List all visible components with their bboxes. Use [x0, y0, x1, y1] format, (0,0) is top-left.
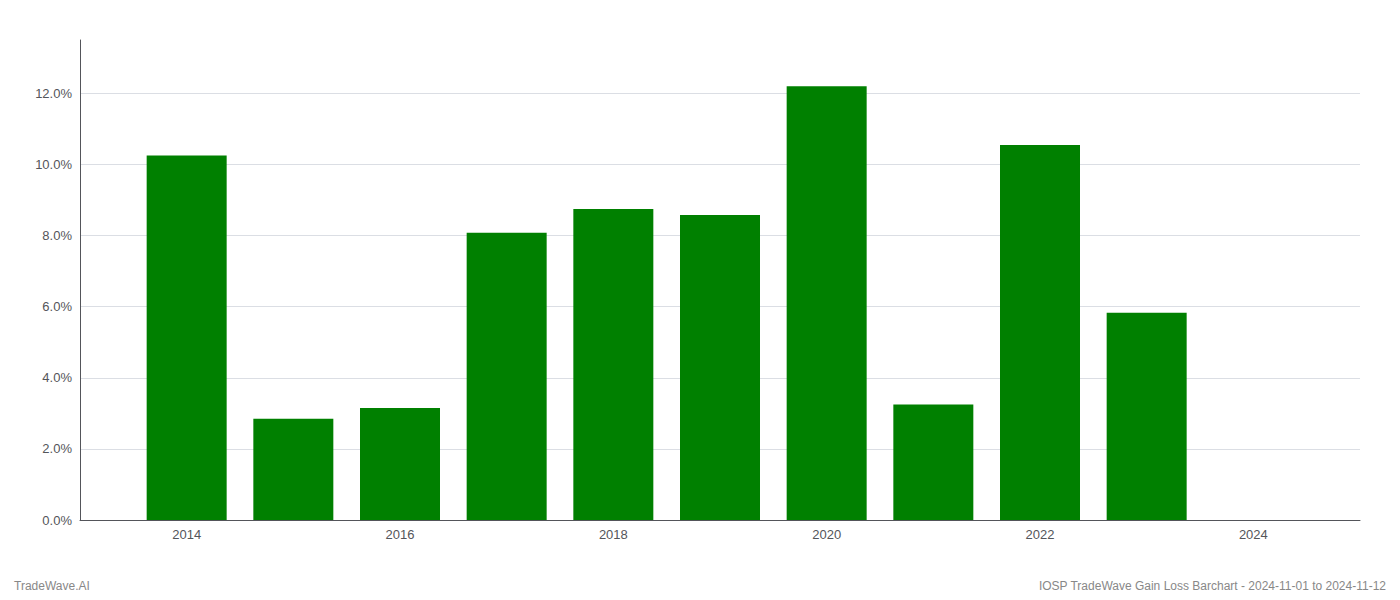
svg-text:2014: 2014 — [172, 527, 201, 542]
svg-text:2.0%: 2.0% — [42, 441, 72, 456]
svg-text:TradeWave.AI: TradeWave.AI — [14, 579, 90, 593]
svg-text:2018: 2018 — [599, 527, 628, 542]
svg-text:4.0%: 4.0% — [42, 370, 72, 385]
svg-text:2016: 2016 — [386, 527, 415, 542]
svg-text:8.0%: 8.0% — [42, 228, 72, 243]
svg-text:IOSP TradeWave Gain Loss Barch: IOSP TradeWave Gain Loss Barchart - 2024… — [1039, 579, 1386, 593]
svg-text:2022: 2022 — [1026, 527, 1055, 542]
svg-text:0.0%: 0.0% — [42, 513, 72, 528]
svg-text:6.0%: 6.0% — [42, 299, 72, 314]
svg-text:12.0%: 12.0% — [35, 86, 72, 101]
svg-text:2020: 2020 — [812, 527, 841, 542]
svg-text:2024: 2024 — [1239, 527, 1268, 542]
svg-text:10.0%: 10.0% — [35, 157, 72, 172]
